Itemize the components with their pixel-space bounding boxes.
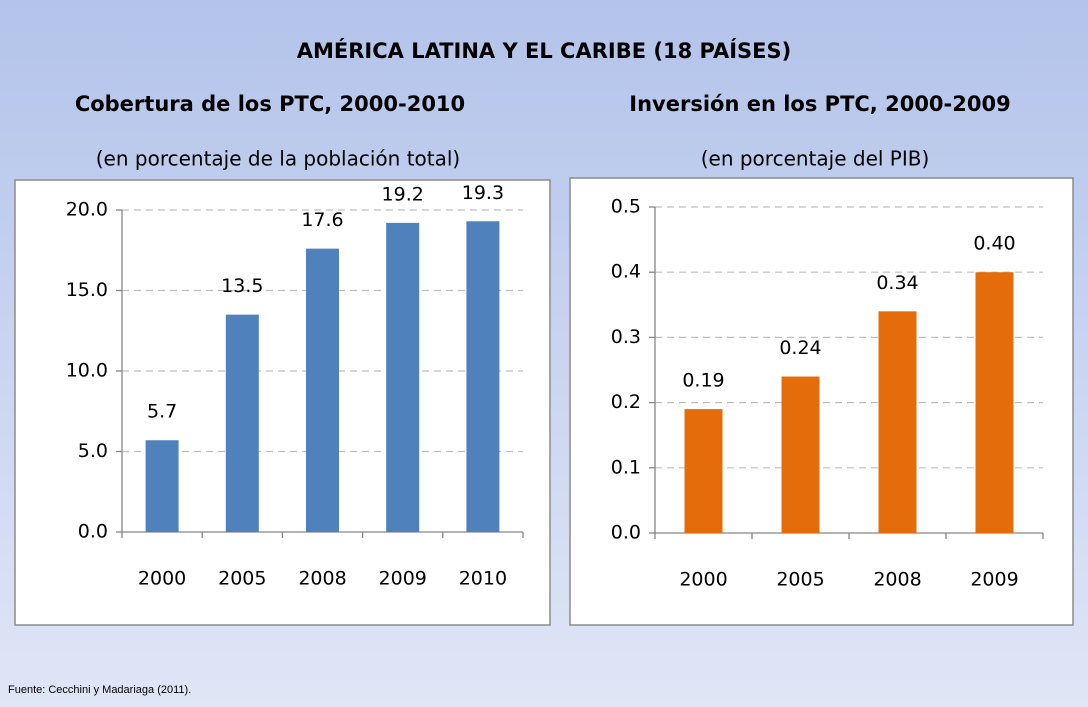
x-tick-label: 2008: [298, 568, 346, 590]
y-tick-label: 0.0: [611, 522, 641, 544]
y-tick-label: 0.0: [78, 521, 108, 543]
x-tick-label: 2008: [873, 569, 921, 591]
y-tick-label: 0.3: [611, 326, 641, 348]
y-tick-label: 5.0: [78, 440, 108, 462]
x-tick-label: 2009: [970, 569, 1018, 591]
y-tick-label: 10.0: [66, 360, 108, 382]
chart-subtitle: (en porcentaje del PIB): [701, 147, 930, 171]
bar: [781, 376, 820, 533]
bar: [225, 314, 259, 532]
chart-panel: [14, 179, 551, 626]
x-tick-label: 2009: [379, 568, 427, 590]
data-label: 0.40: [973, 233, 1015, 255]
y-tick-label: 0.4: [611, 261, 641, 283]
y-tick-label: 0.2: [611, 391, 641, 413]
bar: [145, 440, 179, 532]
x-tick-label: 2010: [459, 568, 507, 590]
y-tick-label: 15.0: [66, 279, 108, 301]
data-label: 13.5: [221, 275, 263, 297]
slide-title: AMÉRICA LATINA Y EL CARIBE (18 PAÍSES): [297, 38, 791, 63]
chart-subtitle: (en porcentaje de la población total): [96, 147, 460, 171]
data-label: 5.7: [147, 401, 177, 423]
data-label: 19.3: [462, 182, 504, 204]
y-tick-label: 20.0: [66, 199, 108, 221]
data-label: 0.19: [682, 370, 724, 392]
bar: [306, 248, 339, 532]
chart-title: Cobertura de los PTC, 2000-2010: [75, 92, 465, 116]
data-label: 19.2: [382, 183, 424, 205]
bar: [684, 409, 723, 533]
x-tick-label: 2005: [218, 568, 266, 590]
bar: [386, 222, 420, 532]
x-tick-label: 2000: [679, 569, 727, 591]
source-note: Fuente: Cecchini y Madariaga (2011).: [8, 684, 191, 696]
bar: [975, 272, 1014, 533]
chart-title: Inversión en los PTC, 2000-2009: [629, 92, 1010, 116]
y-tick-label: 0.5: [611, 196, 641, 218]
data-label: 0.34: [876, 272, 918, 294]
data-label: 0.24: [779, 337, 821, 359]
x-tick-label: 2000: [138, 568, 186, 590]
data-label: 17.6: [301, 209, 343, 231]
bar: [878, 311, 917, 533]
x-tick-label: 2005: [776, 569, 824, 591]
bar: [466, 221, 500, 532]
y-tick-label: 0.1: [611, 456, 641, 478]
